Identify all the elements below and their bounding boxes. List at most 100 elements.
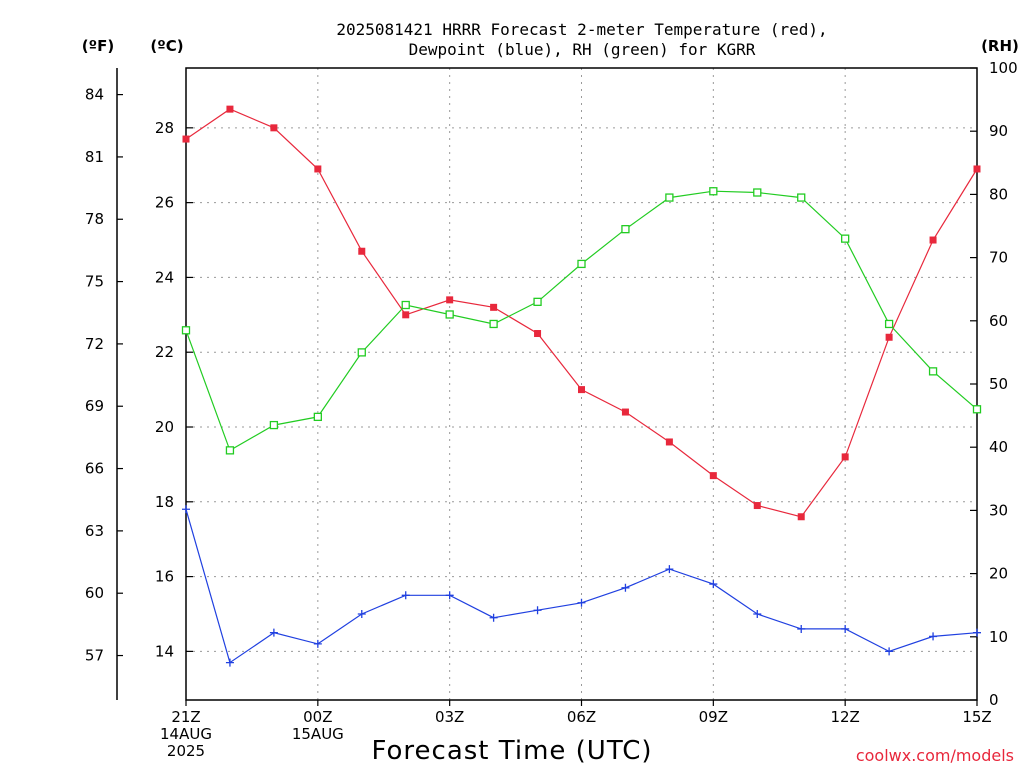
celsius-tick-label: 24 xyxy=(155,268,174,286)
chart-title-line-2: Dewpoint (blue), RH (green) for KGRR xyxy=(409,40,756,59)
rh-tick-label: 90 xyxy=(989,122,1008,140)
temperature-point xyxy=(578,386,585,394)
temperature-point xyxy=(973,165,981,173)
x-tick-label: 14AUG xyxy=(160,725,212,743)
grid-lines xyxy=(186,68,977,700)
temperature-point xyxy=(797,513,805,521)
temperature-point xyxy=(534,330,542,338)
rh-point xyxy=(445,310,454,319)
x-tick-label: 12Z xyxy=(830,708,859,726)
fahrenheit-tick-label: 69 xyxy=(85,397,104,415)
x-tick-label: 15Z xyxy=(962,708,991,726)
x-tick-label: 21Z xyxy=(171,708,200,726)
rh-tick-label: 60 xyxy=(989,312,1008,330)
celsius-tick-label: 26 xyxy=(155,194,174,212)
temperature-point xyxy=(226,105,234,113)
dewpoint-point xyxy=(973,628,981,637)
x-tick-label: 09Z xyxy=(699,708,728,726)
temperature-point xyxy=(665,438,673,446)
rh-point xyxy=(357,348,366,357)
temperature-point xyxy=(709,472,717,480)
fahrenheit-tick-label: 84 xyxy=(85,86,104,104)
rh-point xyxy=(928,367,938,376)
dewpoint-point xyxy=(929,632,938,641)
celsius-tick-label: 16 xyxy=(155,568,174,586)
temperature-point xyxy=(402,311,410,319)
dewpoint-point xyxy=(357,609,366,618)
celsius-tick-label: 18 xyxy=(155,493,174,511)
x-tick-label: 03Z xyxy=(435,708,464,726)
celsius-tick-label: 14 xyxy=(155,642,174,660)
temperature-point xyxy=(446,296,454,304)
rh-tick-label: 0 xyxy=(989,691,999,709)
rh-tick-label: 70 xyxy=(989,249,1008,267)
temperature-point xyxy=(314,165,322,173)
fahrenheit-tick-label: 57 xyxy=(85,647,104,665)
fahrenheit-tick-label: 66 xyxy=(85,460,104,478)
x-tick-label: 15AUG xyxy=(292,725,344,743)
fahrenheit-tick-label: 81 xyxy=(85,148,104,166)
rh-point xyxy=(401,300,410,310)
fahrenheit-tick-label: 60 xyxy=(85,584,104,602)
temperature-point xyxy=(841,453,849,461)
temperature-series-line xyxy=(185,108,978,518)
dewpoint-point xyxy=(797,624,806,633)
dewpoint-point xyxy=(533,606,542,615)
temperature-point xyxy=(929,236,937,244)
rh-tick-label: 10 xyxy=(989,628,1008,646)
dewpoint-point xyxy=(665,565,674,574)
dewpoint-point xyxy=(709,580,718,589)
data-series xyxy=(181,105,982,667)
fahrenheit-tick-label: 78 xyxy=(85,210,104,228)
dewpoint-point xyxy=(182,505,190,514)
dewpoint-point xyxy=(489,613,498,622)
temperature-point xyxy=(753,502,761,510)
rh-axis-unit-label: (RH) xyxy=(981,37,1019,55)
temperature-point xyxy=(885,333,893,341)
dewpoint-point xyxy=(313,639,322,648)
rh-tick-label: 50 xyxy=(989,375,1008,393)
rh-point xyxy=(489,319,498,329)
temperature-point xyxy=(182,135,190,143)
rh-point xyxy=(972,405,982,414)
rh-tick-label: 80 xyxy=(989,185,1008,203)
x-tick-label: 00Z xyxy=(303,708,332,726)
temperature-point xyxy=(490,303,498,311)
rh-tick-label: 30 xyxy=(989,501,1008,519)
rh-point xyxy=(665,193,674,202)
celsius-axis-unit-label: (ºC) xyxy=(150,37,183,55)
rh-point xyxy=(269,420,279,430)
credit-label: coolwx.com/models xyxy=(856,746,1014,765)
dewpoint-series-line xyxy=(185,509,978,664)
dewpoint-point xyxy=(885,647,894,656)
dewpoint-point xyxy=(621,583,630,592)
x-axis-title: Forecast Time (UTC) xyxy=(371,736,652,766)
dewpoint-point xyxy=(445,591,454,600)
rh-point xyxy=(313,412,322,422)
rh-point xyxy=(225,446,235,455)
temperature-point xyxy=(621,408,629,416)
rh-point xyxy=(797,193,806,202)
rh-point xyxy=(533,297,542,306)
dewpoint-point xyxy=(577,598,586,607)
fahrenheit-tick-label: 75 xyxy=(85,273,104,291)
temperature-point xyxy=(270,124,278,132)
celsius-tick-label: 20 xyxy=(155,418,174,436)
rh-point xyxy=(621,225,630,234)
celsius-tick-label: 22 xyxy=(155,343,174,361)
rh-point xyxy=(709,187,718,196)
rh-point xyxy=(577,259,586,269)
chart-title-line-1: 2025081421 HRRR Forecast 2-meter Tempera… xyxy=(336,20,827,39)
celsius-tick-label: 28 xyxy=(155,119,174,137)
rh-tick-label: 100 xyxy=(989,59,1018,77)
dewpoint-point xyxy=(269,628,278,637)
rh-tick-label: 40 xyxy=(989,438,1008,456)
dewpoint-point xyxy=(841,624,850,633)
x-tick-label: 06Z xyxy=(567,708,596,726)
rh-point xyxy=(753,188,762,197)
fahrenheit-axis-unit-label: (ºF) xyxy=(82,37,114,55)
temperature-point xyxy=(358,247,366,255)
rh-point xyxy=(181,326,191,335)
